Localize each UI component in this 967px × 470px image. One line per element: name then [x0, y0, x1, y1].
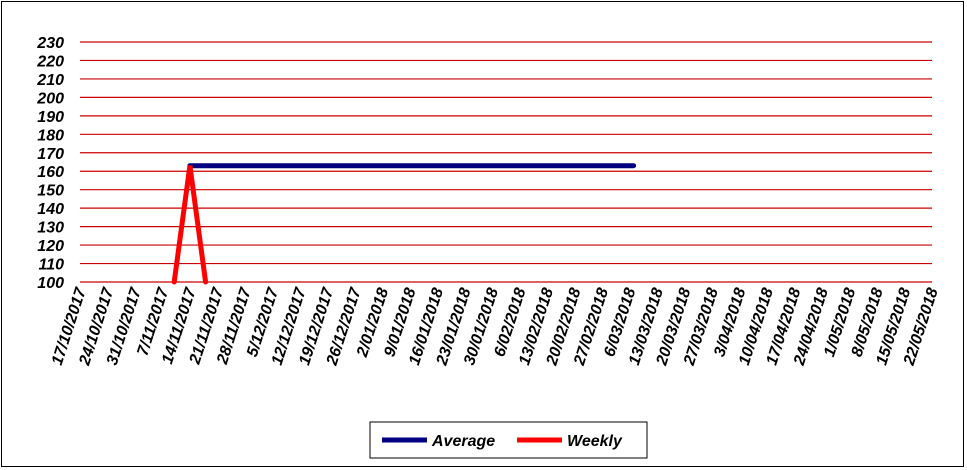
series-lines: [171, 163, 637, 285]
y-tick-label: 130: [37, 220, 64, 237]
y-tick-label: 160: [37, 164, 64, 181]
legend-label-weekly: Weekly: [567, 433, 623, 450]
y-tick-label: 220: [36, 53, 64, 70]
y-tick-label: 190: [37, 109, 64, 126]
legend-label-average: Average: [431, 433, 495, 450]
y-tick-label: 150: [37, 183, 64, 200]
y-tick-label: 230: [36, 35, 64, 52]
series-line-weekly: [171, 165, 209, 285]
x-axis-tick-labels: 17/10/201724/10/201731/10/20177/11/20171…: [49, 285, 942, 368]
y-tick-label: 200: [36, 90, 64, 107]
y-tick-label: 100: [37, 275, 64, 292]
y-tick-label: 170: [37, 146, 64, 163]
gridlines: [80, 41, 932, 283]
y-tick-label: 210: [36, 72, 64, 89]
legend: Average Weekly: [369, 421, 648, 459]
y-tick-label: 110: [38, 257, 64, 274]
y-tick-label: 120: [37, 238, 64, 255]
y-tick-label: 180: [37, 127, 64, 144]
y-tick-label: 140: [37, 201, 64, 218]
